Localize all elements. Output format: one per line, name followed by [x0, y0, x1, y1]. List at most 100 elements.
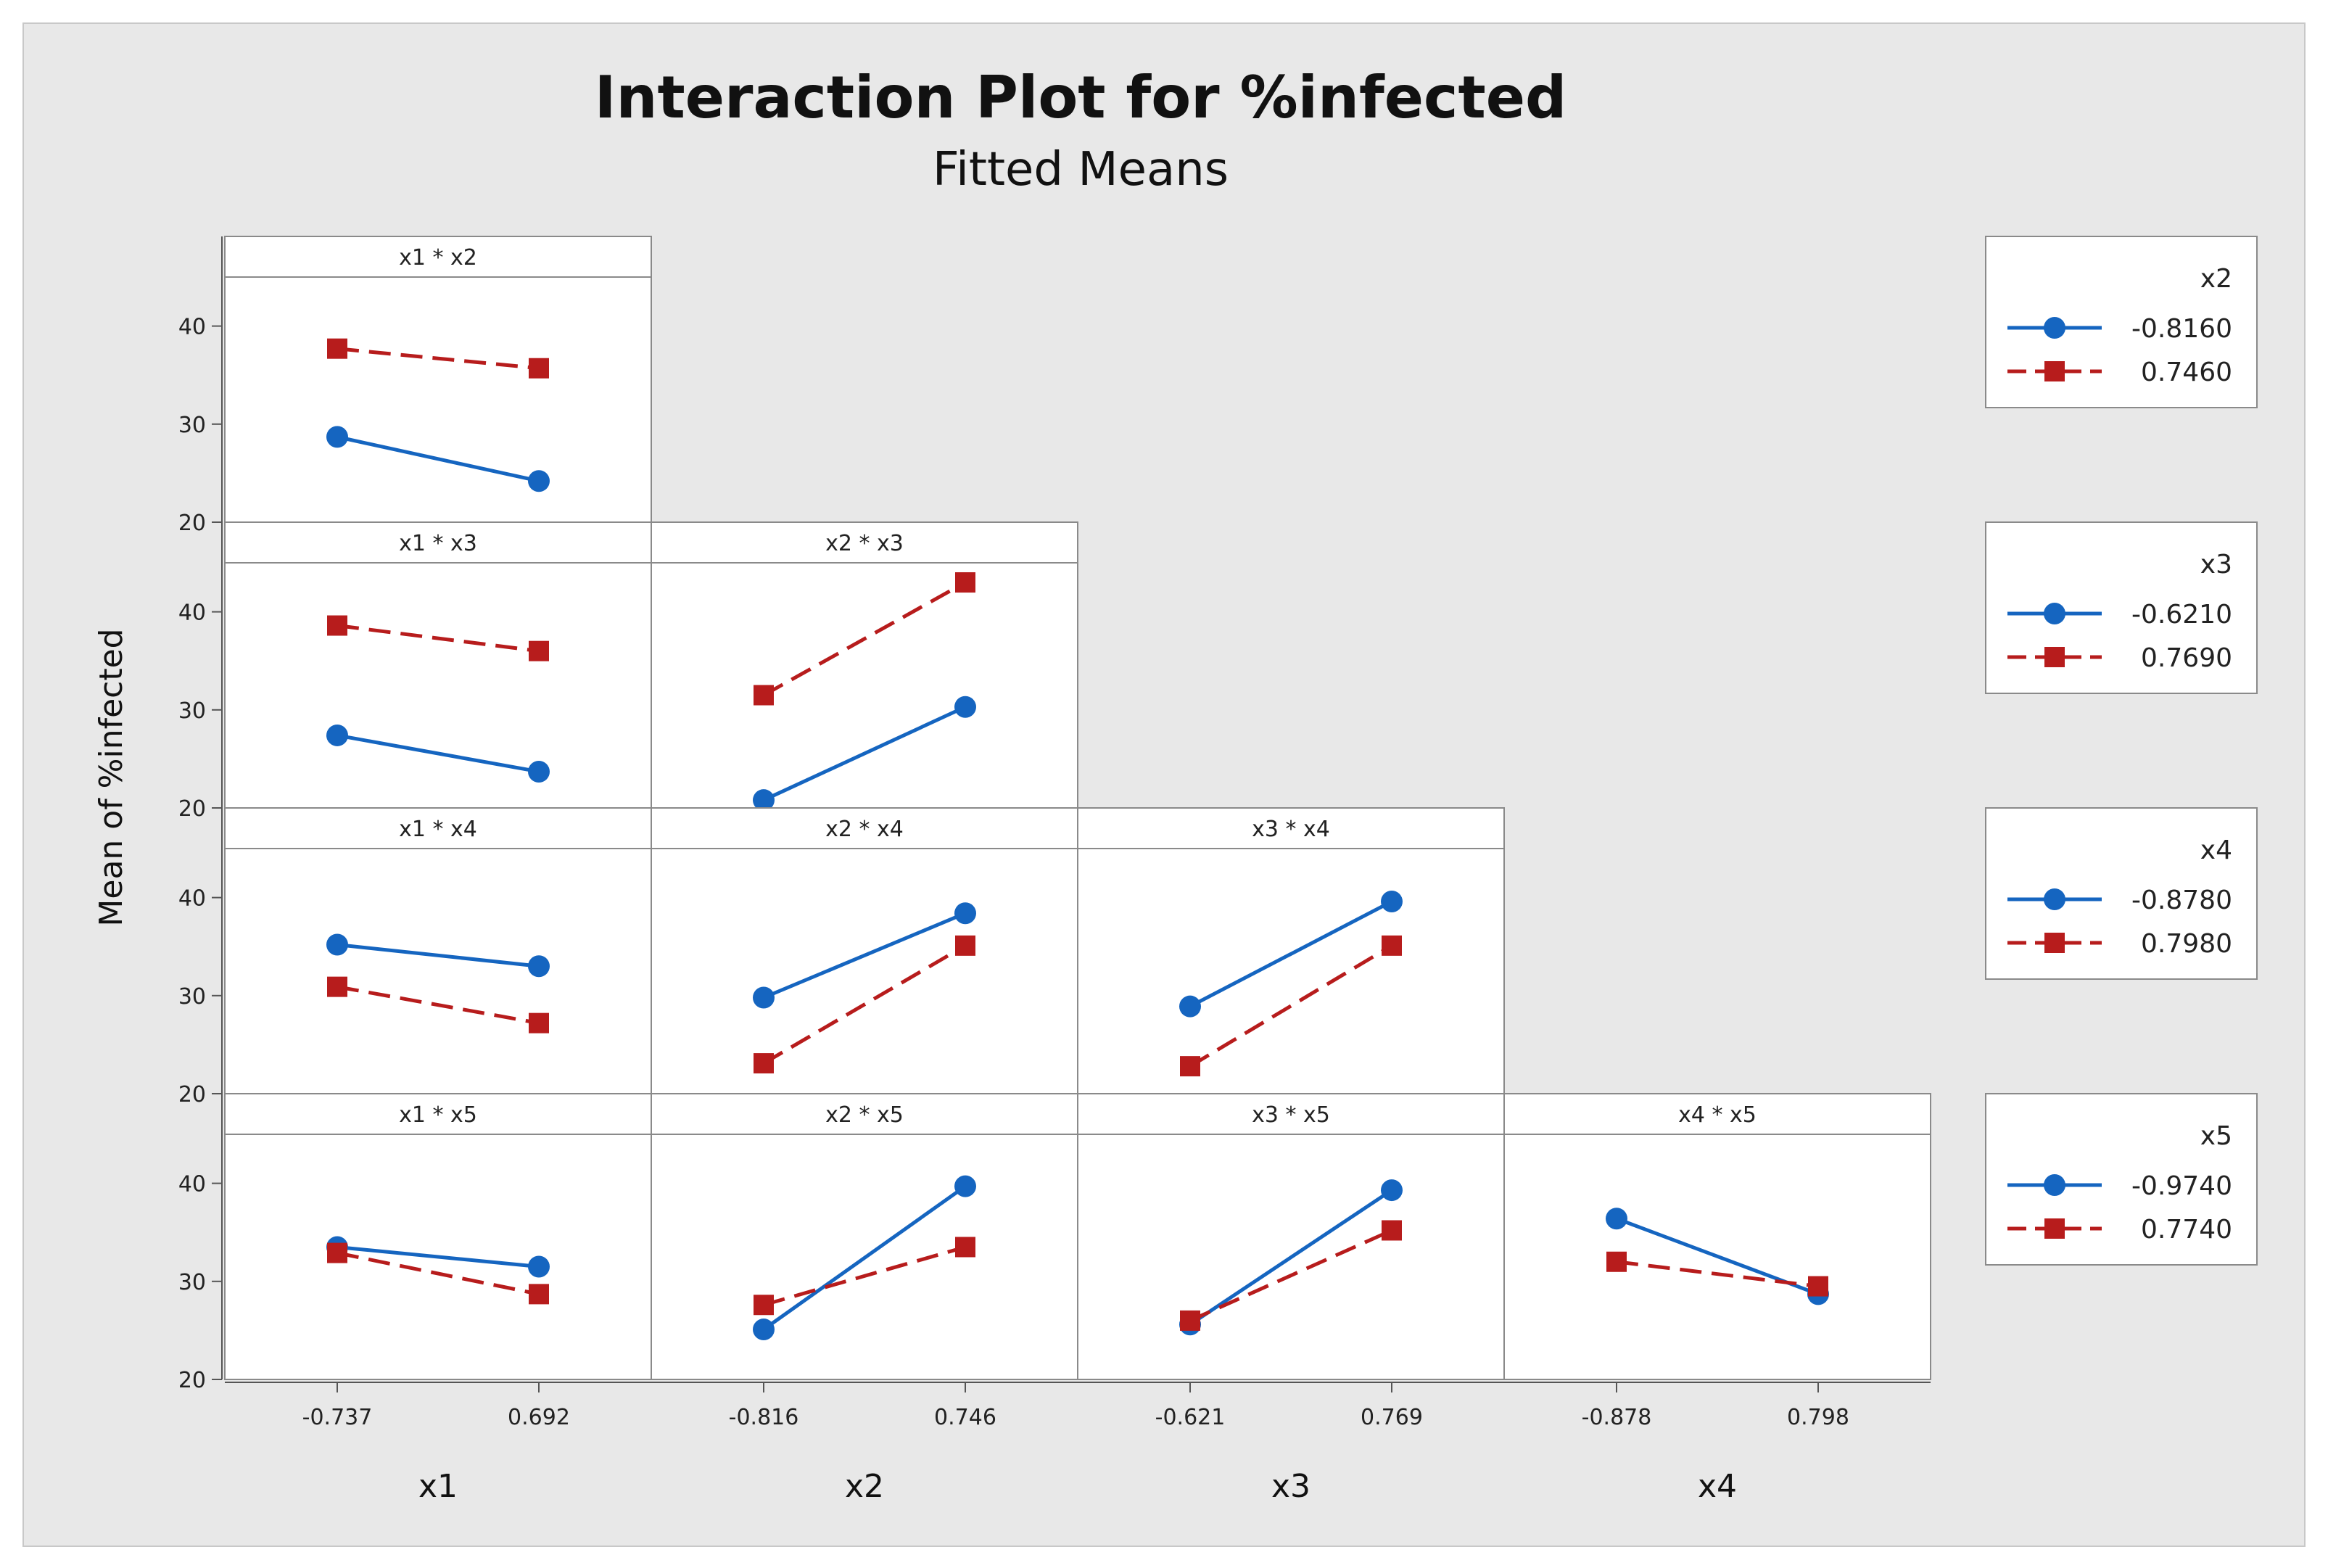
y-tick-label: 20	[178, 511, 206, 536]
x-axis-label-x3: x3	[1271, 1468, 1310, 1505]
series-line-low	[762, 705, 967, 802]
series-line-high	[337, 1251, 540, 1296]
data-point-high	[754, 1053, 774, 1074]
data-point-high	[327, 338, 347, 359]
series-line-low	[763, 911, 966, 999]
panel-label: x2 * x3	[825, 531, 904, 556]
data-point-low	[326, 426, 348, 448]
legend-swatch-marker	[2044, 647, 2065, 667]
series-line-high	[337, 347, 540, 371]
legend-entry-label: -0.6210	[2131, 600, 2232, 630]
legend-swatch-marker	[2044, 603, 2065, 624]
legend-x2: x2 -0.8160 0.7460	[1985, 236, 2258, 408]
panel-box	[1077, 1093, 1505, 1380]
panel-x4x5: x4 * x5	[1503, 1093, 1931, 1380]
y-axis-row-4: 20 30 40	[178, 1094, 223, 1393]
y-tick-label: 30	[178, 1270, 206, 1295]
legend-box	[1985, 807, 2258, 980]
x-tick-label: 0.798	[1787, 1405, 1849, 1430]
panel-box	[1503, 1093, 1931, 1380]
data-point-high	[529, 358, 549, 379]
y-axis-label: Mean of %infected	[93, 628, 130, 926]
legend-box	[1985, 1093, 2258, 1266]
chart-subtitle: Fitted Means	[933, 143, 1229, 197]
x-tick-label: 0.746	[934, 1405, 996, 1430]
data-point-high	[1180, 1310, 1200, 1331]
data-point-low	[753, 789, 775, 812]
x-tick-label: -0.878	[1582, 1405, 1652, 1430]
panel-label: x3 * x5	[1252, 1102, 1330, 1128]
panel-x1x3: x1 * x3	[224, 521, 652, 809]
data-point-low	[528, 955, 550, 978]
legend-swatch-marker	[2044, 317, 2065, 339]
x-axis-label-x4: x4	[1698, 1468, 1737, 1505]
series-line-high	[1189, 944, 1393, 1068]
panel-x3x5: x3 * x5	[1077, 1093, 1505, 1380]
y-tick-label: 40	[178, 886, 206, 912]
data-point-low	[954, 902, 976, 925]
panel-x1x5: x1 * x5	[224, 1093, 652, 1380]
panel-label: x1 * x3	[399, 531, 477, 556]
panel-x1x2: x1 * x2	[224, 236, 652, 523]
panel-label: x1 * x4	[399, 817, 477, 842]
data-point-high	[327, 976, 347, 997]
data-point-high	[1382, 1220, 1402, 1241]
panel-box	[224, 521, 652, 809]
chart-title: Interaction Plot for %infected	[595, 64, 1567, 131]
legend-entry-label: -0.9740	[2131, 1171, 2232, 1201]
legend-swatch-marker	[2044, 888, 2065, 910]
y-axis-row-1: 20 30 40	[178, 236, 223, 536]
panel-label: x1 * x2	[399, 245, 477, 271]
data-point-high	[1382, 935, 1402, 956]
data-point-low	[326, 724, 348, 746]
series-line-high	[763, 1245, 966, 1307]
data-point-low	[1381, 1179, 1403, 1202]
x-tick-label: -0.737	[302, 1405, 373, 1430]
panel-label: x1 * x5	[399, 1102, 477, 1128]
data-point-high	[955, 1237, 975, 1258]
series-line-high	[762, 944, 967, 1065]
series-line-low	[337, 943, 540, 968]
panel-box	[651, 807, 1078, 1094]
y-axis-row-3: 20 30 40	[178, 808, 223, 1107]
x-tick-label: -0.816	[729, 1405, 799, 1430]
legend-x5: x5 -0.9740 0.7740	[1985, 1093, 2258, 1266]
data-point-low	[954, 696, 976, 718]
legend-entry-label: 0.7690	[2141, 643, 2232, 673]
y-tick-label: 30	[178, 984, 206, 1010]
y-tick-label: 30	[178, 413, 206, 438]
panel-box	[651, 1093, 1078, 1380]
y-axis-row-2: 20 30 40	[178, 522, 223, 822]
data-point-low	[1179, 995, 1201, 1018]
panel-label: x4 * x5	[1678, 1102, 1757, 1128]
x-axis-label-x2: x2	[845, 1468, 884, 1505]
y-tick-label: 20	[178, 796, 206, 822]
panel-label: x2 * x5	[825, 1102, 904, 1128]
series-line-low	[1189, 1188, 1393, 1326]
panel-x2x4: x2 * x4	[651, 807, 1078, 1094]
legend-title: x2	[2200, 264, 2232, 294]
legend-entry-label: -0.8160	[2131, 314, 2232, 344]
x-axis-label-x1: x1	[418, 1468, 458, 1505]
legend-entry-label: 0.7980	[2141, 929, 2232, 959]
x-tick-label: 0.692	[508, 1405, 570, 1430]
panels: x1 * x2 x1 * x3 x2 * x3 x1 * x4 x2 * x4 x3 * …	[224, 236, 1931, 1380]
legend-title: x4	[2200, 835, 2232, 865]
series-line-low	[337, 1245, 540, 1269]
panel-x2x3: x2 * x3	[651, 521, 1078, 812]
legends: x2 -0.8160 0.7460 x3 -0.6210 0.7690 x4 -0.8780 0…	[1985, 236, 2258, 1266]
data-point-high	[529, 1284, 549, 1305]
data-point-low	[1381, 891, 1403, 913]
data-point-low	[528, 760, 550, 783]
legend-box	[1985, 236, 2258, 408]
series-line-high	[762, 580, 967, 697]
panel-x3x4: x3 * x4	[1077, 807, 1505, 1094]
data-point-low	[954, 1175, 976, 1197]
series-line-high	[1189, 1229, 1393, 1323]
legend-swatch-marker	[2044, 1218, 2065, 1239]
y-tick-label: 30	[178, 698, 206, 724]
legend-x4: x4 -0.8780 0.7980	[1985, 807, 2258, 980]
